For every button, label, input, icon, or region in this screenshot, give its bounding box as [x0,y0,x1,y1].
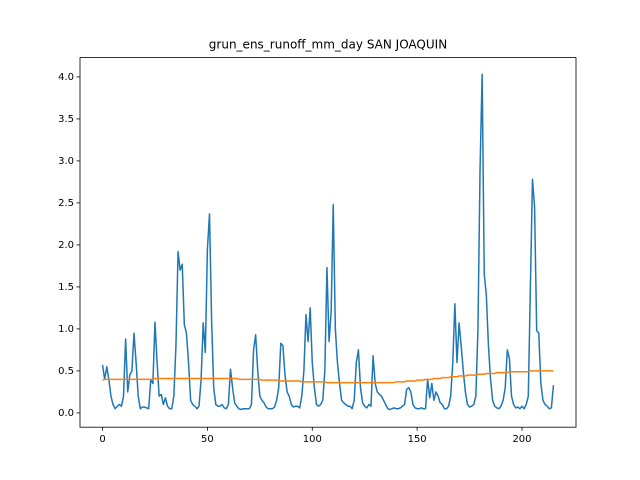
x-tick-label: 50 [201,434,214,445]
y-tick-label: 1.5 [58,282,74,293]
y-tick-label: 3.5 [58,114,74,125]
y-tick-label: 2.5 [58,198,74,209]
line-series [102,370,554,384]
line-series [101,73,555,411]
x-tick-label: 0 [99,434,105,445]
y-tick-label: 0.0 [58,408,74,419]
x-tick-label: 100 [303,434,322,445]
y-tick-label: 4.0 [58,72,74,83]
plot-frame [79,57,577,428]
y-tick-label: 2.0 [58,240,74,251]
y-tick-label: 3.0 [58,156,74,167]
y-tick-label: 1.0 [58,324,74,335]
y-tick-label: 0.5 [58,366,74,377]
x-tick-label: 150 [408,434,427,445]
chart-title: grun_ens_runoff_mm_day SAN JOAQUIN [209,38,447,52]
x-tick-label: 200 [512,434,531,445]
